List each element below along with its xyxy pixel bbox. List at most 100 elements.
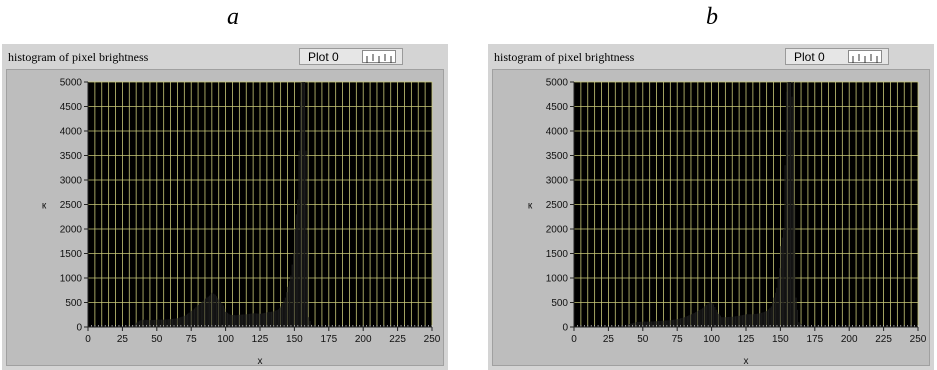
- histogram-bar: [213, 293, 215, 327]
- histogram-bar: [261, 313, 263, 327]
- histogram-bar: [703, 307, 705, 327]
- histogram-bar: [312, 325, 314, 327]
- histogram-bar: [627, 324, 629, 327]
- histogram-bar: [770, 306, 772, 327]
- histogram-bar: [651, 321, 653, 327]
- histogram-bar: [721, 317, 723, 327]
- histogram-bar: [169, 319, 171, 327]
- histogram-bar: [145, 319, 147, 327]
- histogram-bar: [158, 319, 160, 327]
- histogram-bar: [284, 297, 286, 327]
- histogram-bar: [769, 307, 771, 327]
- y-tick-label: 4500: [546, 102, 569, 113]
- x-tick-label: 125: [252, 334, 269, 345]
- histogram-bar: [696, 311, 698, 327]
- y-tick-label: 4000: [60, 127, 83, 138]
- histogram-bar: [207, 296, 209, 327]
- histogram-bar: [708, 302, 710, 327]
- histogram-bar: [645, 321, 647, 327]
- histogram-bar: [774, 292, 776, 327]
- histogram-bar: [740, 315, 742, 327]
- histogram-bar: [750, 314, 752, 327]
- histogram-bar: [644, 321, 646, 327]
- histogram-bar: [200, 302, 202, 327]
- histogram-bar: [182, 316, 185, 327]
- x-tick-label: 25: [603, 334, 615, 345]
- histogram-bar: [180, 317, 182, 327]
- x-tick-label: 25: [117, 334, 129, 345]
- histogram-bar: [231, 314, 233, 327]
- histogram-bar: [250, 313, 252, 327]
- y-tick-label: 5000: [546, 78, 569, 89]
- histogram-bar: [247, 314, 249, 327]
- histogram-bar: [664, 320, 666, 327]
- histogram-panel-a: histogram of pixel brightness Plot 0 0 25…: [2, 44, 448, 370]
- histogram-bar: [295, 214, 297, 327]
- y-tick-label: 1000: [60, 274, 83, 285]
- histogram-bar: [283, 300, 285, 327]
- x-tick-label: 50: [151, 334, 163, 345]
- histogram-bar: [181, 316, 183, 327]
- histogram-bar: [772, 302, 774, 327]
- histogram-bar: [726, 317, 728, 327]
- histogram-bar: [679, 318, 682, 327]
- histogram-bar: [748, 314, 750, 327]
- histogram-bar: [751, 314, 753, 327]
- y-tick-label: 2000: [60, 225, 83, 236]
- x-tick-label: 175: [320, 334, 337, 345]
- histogram-bar: [166, 319, 168, 327]
- minor-ticks: [573, 325, 919, 327]
- histogram-bar: [684, 317, 686, 327]
- histogram-bar: [701, 308, 704, 327]
- histogram-bar: [228, 313, 230, 327]
- histogram-bar: [170, 319, 172, 327]
- histogram-bar: [737, 315, 739, 327]
- histogram-bar: [275, 310, 277, 327]
- plot-legend[interactable]: Plot 0: [785, 48, 889, 65]
- histogram-bar: [671, 319, 673, 327]
- histogram-bar: [718, 313, 720, 327]
- histogram-bar: [670, 320, 672, 327]
- histogram-bar: [741, 315, 743, 327]
- histogram-bar: [736, 316, 738, 327]
- histogram-bar: [690, 314, 693, 327]
- histogram-bar: [305, 150, 307, 327]
- plot-legend[interactable]: Plot 0: [299, 48, 403, 65]
- histogram-bar: [162, 319, 164, 327]
- histogram-bar: [714, 307, 716, 327]
- histogram-bar: [195, 307, 197, 327]
- y-tick-label: 4000: [546, 127, 569, 138]
- histogram-bar: [744, 314, 746, 327]
- y-tick-label: 1000: [546, 274, 569, 285]
- histogram-bar: [248, 313, 251, 327]
- histogram-bar: [648, 321, 650, 327]
- x-tick-label: 250: [910, 334, 927, 345]
- histogram-bar: [156, 319, 158, 327]
- histogram-bar: [262, 313, 264, 327]
- histogram-bar: [757, 313, 759, 327]
- histogram-bar: [656, 321, 658, 327]
- histogram-bar: [193, 308, 196, 327]
- histogram-bar: [229, 314, 231, 327]
- histogram-bar: [246, 314, 248, 327]
- histogram-bar: [199, 303, 201, 327]
- histogram-bar: [762, 312, 764, 327]
- histogram-bar: [794, 204, 796, 327]
- histogram-bar: [784, 165, 786, 327]
- histogram-bar: [686, 316, 688, 327]
- histogram-bar: [298, 150, 300, 327]
- x-tick-label: 50: [637, 334, 649, 345]
- histogram-bar: [759, 313, 761, 327]
- histogram-bar: [765, 311, 767, 327]
- histogram-bar: [171, 318, 174, 327]
- histogram-bar: [763, 311, 765, 327]
- histogram-bar: [178, 317, 180, 327]
- x-tick-label: 200: [355, 334, 372, 345]
- histogram-bar: [785, 91, 787, 327]
- x-tick-label: 100: [217, 334, 234, 345]
- legend-swatch-icon: [848, 50, 882, 63]
- histogram-bar: [629, 324, 631, 327]
- x-tick-label: 100: [703, 334, 720, 345]
- panel-a-letter: a: [227, 4, 239, 30]
- histogram-bar: [297, 199, 299, 327]
